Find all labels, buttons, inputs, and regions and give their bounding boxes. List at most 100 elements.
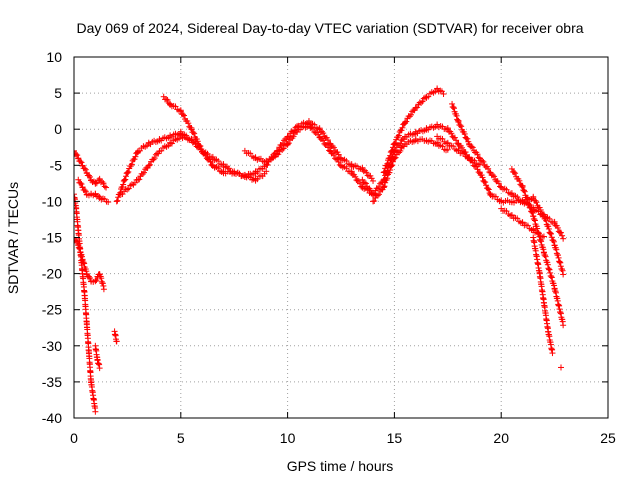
data-point <box>128 161 135 168</box>
data-point <box>95 360 102 367</box>
data-point <box>480 158 487 165</box>
series-trace-d <box>75 176 112 206</box>
data-point <box>94 357 101 364</box>
data-point <box>533 199 540 206</box>
data-point <box>208 161 215 168</box>
data-point <box>542 252 549 259</box>
data-point <box>545 223 552 230</box>
series-trace-u <box>558 364 565 371</box>
data-point <box>550 238 557 245</box>
data-point <box>191 130 198 137</box>
data-point <box>548 234 555 241</box>
data-point <box>532 197 539 204</box>
data-point <box>399 124 406 131</box>
data-point <box>531 216 538 223</box>
data-point <box>529 209 536 216</box>
data-point <box>538 238 545 245</box>
data-point <box>527 205 534 212</box>
data-point <box>450 104 457 111</box>
data-point <box>141 169 148 176</box>
data-point <box>100 180 107 187</box>
data-point <box>284 140 291 147</box>
data-point <box>381 168 388 175</box>
data-point <box>92 278 99 285</box>
x-tick-label: 0 <box>70 430 78 446</box>
data-point <box>414 104 421 111</box>
data-point <box>324 144 331 151</box>
data-point <box>558 364 565 371</box>
data-point <box>93 180 100 187</box>
x-tick-label: 10 <box>280 430 296 446</box>
data-point <box>557 263 564 270</box>
data-point <box>100 286 107 293</box>
data-point <box>319 128 326 135</box>
data-point <box>464 135 471 142</box>
data-point <box>461 130 468 137</box>
data-point <box>309 125 316 132</box>
data-point <box>87 275 94 282</box>
data-point <box>74 238 81 245</box>
data-point <box>83 268 90 275</box>
data-point <box>77 180 84 187</box>
data-point <box>136 176 143 183</box>
data-point <box>114 197 121 204</box>
data-point <box>556 258 563 265</box>
data-point <box>491 173 498 180</box>
data-point <box>547 269 554 276</box>
data-point <box>389 158 396 165</box>
data-point <box>335 158 342 165</box>
data-point <box>220 168 227 175</box>
y-axis-label: SDTVAR / TECUs <box>5 182 21 294</box>
data-point <box>540 213 547 220</box>
data-point <box>311 121 318 128</box>
data-point <box>483 182 490 189</box>
data-point <box>92 180 99 187</box>
y-tick-label: -15 <box>42 230 62 246</box>
data-layer <box>74 85 567 415</box>
y-tick-label: -35 <box>42 374 62 390</box>
data-point <box>448 130 455 137</box>
data-point <box>450 105 457 112</box>
data-point <box>559 232 566 239</box>
data-point <box>391 140 398 147</box>
data-point <box>384 175 391 182</box>
data-point <box>528 208 535 215</box>
data-point <box>93 277 100 284</box>
data-point <box>559 267 566 274</box>
data-point <box>389 162 396 169</box>
data-point <box>549 350 556 357</box>
data-point <box>160 93 167 100</box>
data-point <box>406 113 413 120</box>
data-point <box>475 154 482 161</box>
x-tick-label: 20 <box>493 430 509 446</box>
data-point <box>98 275 105 282</box>
data-point <box>545 225 552 232</box>
data-point <box>79 184 86 191</box>
series-trace-k <box>241 121 377 197</box>
data-point <box>85 172 92 179</box>
data-point <box>320 137 327 144</box>
data-point <box>87 173 94 180</box>
data-point <box>151 155 158 162</box>
data-point <box>384 160 391 167</box>
data-point <box>308 124 315 131</box>
data-point <box>139 170 146 177</box>
data-point <box>489 172 496 179</box>
data-point <box>150 156 157 163</box>
series-trace-s <box>530 234 556 357</box>
series-trace-q <box>487 191 567 278</box>
data-point <box>392 154 399 161</box>
data-point <box>207 158 214 165</box>
data-point <box>79 253 86 260</box>
data-point <box>79 256 86 263</box>
data-point <box>479 174 486 181</box>
y-tick-label: -5 <box>50 157 63 173</box>
series-trace-e <box>92 342 103 372</box>
series-trace-p <box>449 100 567 242</box>
data-point <box>418 99 425 106</box>
data-point <box>380 184 387 191</box>
data-point <box>382 179 389 186</box>
data-point <box>519 184 526 191</box>
data-point <box>514 193 521 200</box>
data-point <box>146 161 153 168</box>
